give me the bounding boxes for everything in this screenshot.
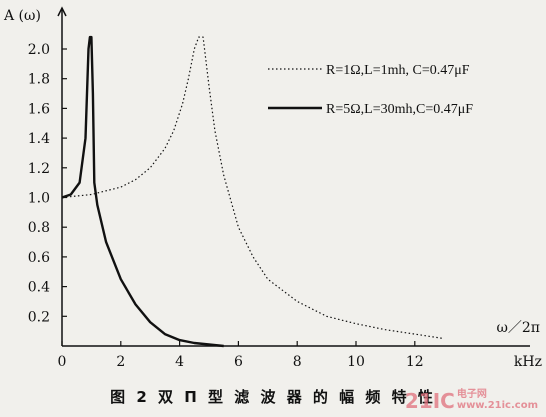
y-axis-title: A (ω) xyxy=(3,8,41,24)
line-chart: 0 2 4 6 8 10 120.20.40.60.81.01.21.41.61.82.0 … xyxy=(3,6,542,370)
y-tick-label: 1.4 xyxy=(28,131,50,147)
legend-label-2: R=5Ω,L=30mh,C=0.47μF xyxy=(326,102,473,117)
y-tick-label: 1.0 xyxy=(28,191,50,207)
axis-labels: A (ω) ω／2π kHz xyxy=(3,8,542,370)
watermark-main: 21IC xyxy=(404,389,455,413)
legend-label-1: R=1Ω,L=1mh, C=0.47μF xyxy=(326,63,470,78)
x-tick-label: 2 xyxy=(116,354,125,370)
y-tick-label: 2.0 xyxy=(28,42,50,58)
watermark-sub-bottom: www.21ic.com xyxy=(456,400,538,411)
y-tick-label: 0.2 xyxy=(28,309,50,325)
y-tick-label: 1.6 xyxy=(28,101,50,117)
series-line-1 xyxy=(61,36,445,340)
x-tick-label: 12 xyxy=(406,354,424,370)
watermark-logo: 21IC 电子网 www.21ic.com xyxy=(405,389,538,413)
x-axis-title: kHz xyxy=(514,354,542,370)
y-tick-label: 0.4 xyxy=(28,280,50,296)
watermark-sub-top: 电子网 xyxy=(456,389,487,400)
legend: R=1Ω,L=1mh, C=0.47μF R=5Ω,L=30mh,C=0.47μF xyxy=(268,63,473,117)
y-tick-label: 0.6 xyxy=(28,250,50,266)
series-layer xyxy=(61,35,445,348)
y-tick-label: 1.8 xyxy=(28,72,50,88)
x-tick-label: 8 xyxy=(293,354,302,370)
y-tick-label: 1.2 xyxy=(28,161,50,177)
x-tick-label: 0 xyxy=(58,354,67,370)
x-tick-label: 4 xyxy=(175,354,184,370)
y-tick-label: 0.8 xyxy=(28,220,50,236)
ticks: 0 2 4 6 8 10 12 0.2 0.4 0.6 0.8 1.0 1.2 1.4 1.6 1.8 2.0 xyxy=(28,42,424,370)
series-line-2 xyxy=(61,35,224,348)
y-axis-arrow xyxy=(57,6,67,17)
x-axis-title-top: ω／2π xyxy=(496,320,540,336)
axes xyxy=(57,6,530,347)
figure-caption: 图 2 双 Π 型 滤 波 器 的 幅 频 特 性 xyxy=(110,388,436,406)
x-tick-label: 6 xyxy=(234,354,243,370)
x-tick-label: 10 xyxy=(347,354,365,370)
